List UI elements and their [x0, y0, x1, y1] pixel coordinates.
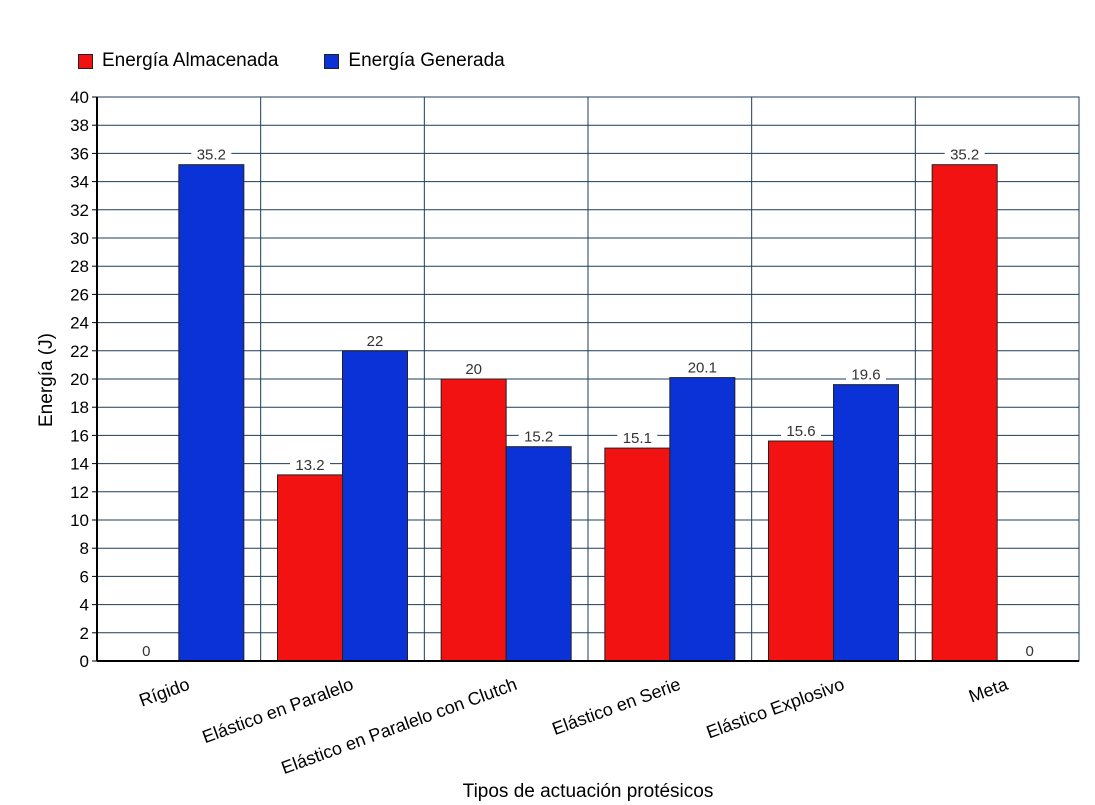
data-label-bg [781, 421, 821, 439]
data-label: 22 [367, 333, 384, 350]
bar-generada [342, 350, 408, 662]
legend-item-almacenada: Energía Almacenada [78, 50, 278, 72]
bar-generada [505, 446, 572, 662]
data-label-bg [355, 330, 395, 348]
x-tick-label: Rígido [136, 674, 192, 711]
y-tick-label: 14 [70, 455, 89, 474]
data-label-bg [846, 364, 886, 382]
y-tick-label: 22 [70, 342, 89, 361]
y-tick-label: 8 [80, 539, 89, 558]
y-axis-title: Energía (J) [36, 333, 57, 427]
data-label-bg [126, 641, 167, 658]
legend-item-generada: Energía Generada [324, 50, 505, 72]
y-tick-label: 30 [70, 229, 89, 248]
y-tick-label: 16 [70, 426, 89, 445]
bar-almacenada [604, 447, 671, 662]
bar-generada [833, 384, 899, 662]
chart-legend: Energía Almacenada Energía Generada [78, 50, 505, 72]
y-tick-label: 0 [80, 652, 89, 671]
data-label: 0 [142, 643, 150, 660]
x-tick-label: Elástico en Serie [549, 674, 683, 739]
bar-almacenada [277, 474, 343, 662]
data-label: 20.1 [688, 360, 717, 377]
y-tick-label: 20 [70, 370, 89, 389]
bar-almacenada [440, 378, 507, 662]
data-label-bg [944, 144, 985, 162]
y-tick-label: 6 [80, 567, 89, 586]
data-label: 15.6 [786, 423, 815, 440]
data-label-bg [682, 357, 723, 375]
data-label-bg [1009, 641, 1050, 658]
data-label-bg [453, 359, 494, 376]
data-label: 15.1 [623, 430, 652, 447]
x-tick-label: Elástico en Paralelo [200, 674, 356, 747]
bar-almacenada [931, 164, 998, 662]
y-tick-label: 24 [70, 314, 89, 333]
x-tick-label: Meta [966, 674, 1011, 707]
legend-swatch-generada [324, 53, 340, 69]
data-label: 19.6 [851, 367, 880, 384]
data-label-bg [290, 454, 330, 472]
data-label: 0 [1025, 643, 1033, 660]
data-label: 20 [465, 361, 482, 378]
y-tick-label: 2 [80, 624, 89, 643]
data-label: 15.2 [524, 429, 553, 446]
legend-swatch-almacenada [78, 53, 93, 69]
legend-label-almacenada: Energía Almacenada [102, 50, 279, 71]
data-label: 35.2 [197, 147, 226, 164]
data-label: 35.2 [950, 147, 979, 164]
bar-generada [669, 377, 736, 662]
data-label-bg [518, 426, 559, 444]
y-tick-label: 34 [70, 173, 89, 192]
x-axis-title: Tipos de actuación protésicos [462, 781, 714, 802]
y-tick-label: 28 [70, 257, 89, 276]
y-tick-label: 38 [70, 116, 89, 135]
y-tick-label: 4 [80, 596, 89, 615]
data-label-bg [617, 428, 658, 446]
y-tick-label: 12 [70, 483, 89, 502]
bar-almacenada [768, 440, 834, 662]
data-label-bg [191, 144, 232, 162]
data-label: 13.2 [295, 457, 324, 474]
bar-generada [178, 164, 245, 662]
y-tick-label: 36 [70, 144, 89, 163]
legend-label-generada: Energía Generada [348, 50, 505, 71]
y-tick-label: 26 [70, 285, 89, 304]
y-tick-label: 32 [70, 201, 89, 220]
y-tick-label: 18 [70, 398, 89, 417]
y-tick-label: 40 [70, 88, 89, 107]
y-tick-label: 10 [70, 511, 89, 530]
x-tick-label: Elástico Explosivo [704, 674, 847, 742]
